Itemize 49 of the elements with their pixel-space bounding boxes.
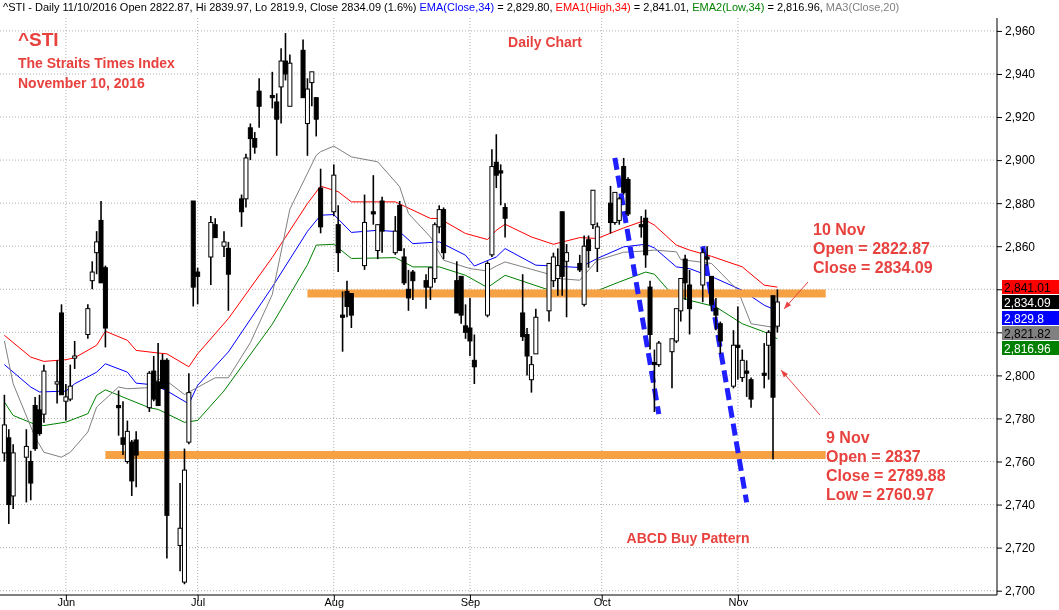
text: = 2,816.96,	[764, 1, 826, 13]
x-tick-label: Jul	[191, 596, 206, 609]
y-tick-label: 2,800	[1005, 368, 1036, 383]
value-tag: 2,841.01	[1002, 280, 1059, 295]
y-tick-label: 2,720	[1005, 540, 1036, 555]
x-tick-label: Sep	[460, 596, 481, 609]
text: MA3(Close,20)	[825, 1, 900, 13]
annotation: Daily Chart	[508, 34, 583, 50]
x-tick-label: Jun	[57, 596, 76, 609]
text: ^STI	[18, 29, 59, 50]
annotation: 10 Nov Open = 2822.87 Close = 2834.09	[813, 221, 933, 276]
candlestick	[72, 340, 78, 370]
annotation: 9 Nov Open = 2837 Close = 2789.88 Low = 2760.97	[826, 429, 946, 503]
text: ^STI - Daily 11/10/2016 Open 2822.87, Hi 2839.97, Lo 2819.9, Close 2834.09 (1.6%)	[3, 1, 420, 13]
line-series	[3, 145, 778, 458]
text: EMA(Close,34)	[419, 1, 495, 13]
y-tick-label: 2,880	[1005, 196, 1036, 211]
y-tick-label: 2,760	[1005, 454, 1036, 469]
line-series	[3, 243, 778, 427]
candlestick	[256, 77, 262, 129]
line-series	[3, 185, 778, 368]
x-tick-label: Oct	[593, 596, 611, 609]
value-tag: 2,816.96	[1002, 341, 1059, 356]
y-tick-label: 2,700	[1005, 584, 1036, 599]
text: = 2,829.80,	[494, 1, 556, 13]
candlestick	[744, 359, 750, 398]
candlestick	[616, 195, 622, 226]
y-tick-label: 2,940	[1005, 67, 1036, 82]
candlestick	[502, 202, 508, 239]
text: The Straits Times Index	[18, 55, 176, 71]
y-tick-label: 2,740	[1005, 497, 1036, 512]
candlestick	[155, 342, 161, 407]
y-tick-label: 2,860	[1005, 239, 1036, 254]
text: = 2,841.01,	[630, 1, 693, 13]
text: EMA1(High,34)	[555, 1, 631, 13]
value-tag: 2,829.8	[1002, 311, 1059, 326]
annotation: ABCD Buy Pattern	[626, 530, 750, 546]
y-tick-label: 2,780	[1005, 411, 1036, 426]
x-tick-label: Nov	[728, 596, 749, 609]
candlestick	[498, 163, 504, 207]
text: EMA2(Low,34)	[692, 1, 765, 13]
y-tick-label: 2,920	[1005, 110, 1036, 125]
value-tag: 2,834.09	[1002, 295, 1059, 310]
y-tick-label: 2,960	[1005, 24, 1036, 39]
annotation: November 10, 2016	[18, 75, 146, 91]
x-tick-label: Aug	[324, 596, 345, 609]
value-tag: 2,821.82	[1002, 326, 1059, 341]
candlestick	[23, 428, 29, 504]
y-tick-label: 2,900	[1005, 153, 1036, 168]
